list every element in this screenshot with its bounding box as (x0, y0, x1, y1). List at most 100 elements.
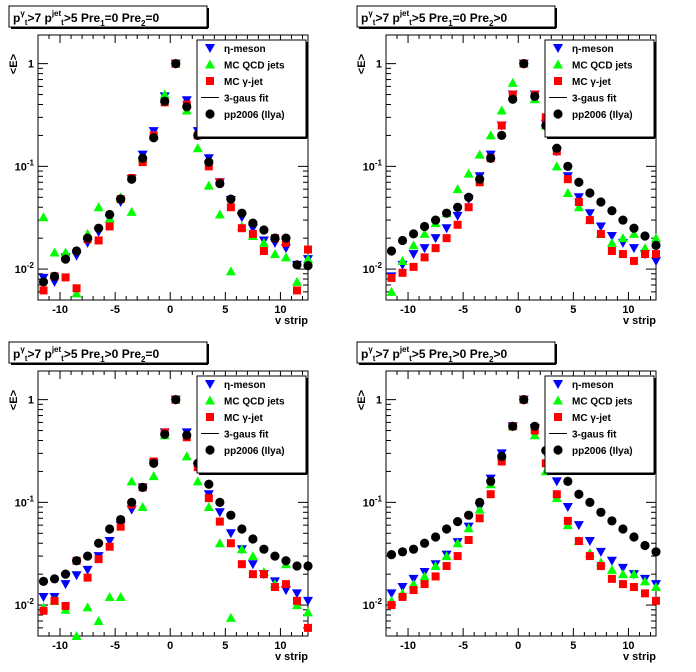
data-point (82, 565, 93, 575)
data-point (519, 395, 529, 405)
data-point (408, 579, 419, 589)
data-point (607, 574, 616, 583)
data-point (453, 516, 463, 527)
legend-marker (206, 77, 214, 85)
series-circle (386, 395, 661, 560)
data-point (628, 244, 639, 254)
title-part: =0 (146, 11, 160, 25)
data-point (182, 102, 192, 112)
legend-marker (553, 395, 563, 405)
data-point (105, 209, 115, 220)
title-text: pγt>7 pjett>5 Pre1>0 Pre2=0 (13, 345, 160, 364)
data-point (420, 253, 429, 262)
data-point (60, 247, 71, 257)
data-point (105, 542, 114, 551)
title-part: >7 p (375, 11, 399, 25)
data-point (49, 247, 60, 257)
data-point (171, 395, 181, 405)
y-tick-base: 10 (363, 497, 375, 509)
data-point (280, 252, 291, 262)
data-point (563, 476, 573, 486)
data-point (50, 596, 59, 605)
title-part: >0 (494, 11, 508, 25)
data-point (38, 277, 49, 287)
title-part: p (13, 11, 20, 25)
title-superscript: jet (399, 9, 410, 18)
data-point (397, 255, 408, 265)
title-part: =0 (146, 347, 160, 361)
data-point (127, 497, 137, 507)
data-point (192, 476, 203, 486)
data-point (226, 539, 235, 548)
legend: η-meson MC QCD jets MC γ-jet 3-gaus fit pp20… (196, 375, 308, 475)
data-point (419, 228, 430, 238)
data-point (60, 569, 71, 579)
data-point (606, 231, 617, 241)
data-point (496, 105, 507, 115)
y-tick-label: 10-1 (363, 158, 383, 173)
data-point (552, 490, 561, 499)
data-point (639, 243, 650, 253)
data-point (606, 556, 617, 566)
data-point (408, 544, 419, 554)
data-point (629, 582, 638, 591)
data-point (585, 552, 594, 561)
data-point (203, 502, 214, 512)
legend-entry: 3-gaus fit (572, 430, 617, 441)
data-point (617, 563, 628, 573)
data-point (215, 178, 225, 189)
data-point (595, 222, 606, 232)
legend-marker (205, 44, 215, 53)
data-point (639, 576, 650, 586)
data-point (606, 237, 617, 247)
data-point (304, 623, 312, 632)
y-tick-exponent: -1 (27, 158, 35, 167)
x-tick-label: 5 (222, 640, 228, 652)
title-part: >5 Pre (412, 11, 449, 25)
legend-marker (554, 413, 562, 421)
x-axis-label: v strip (275, 651, 308, 663)
y-tick-exponent: -1 (375, 494, 383, 503)
data-point (652, 250, 660, 259)
data-point (247, 560, 258, 570)
data-point (497, 130, 507, 141)
data-point (453, 202, 463, 212)
data-point (270, 582, 279, 591)
data-point (292, 596, 301, 605)
data-point (584, 537, 595, 547)
data-point (507, 77, 518, 87)
data-point (430, 561, 441, 571)
data-point (486, 490, 495, 499)
data-point (452, 184, 463, 194)
data-point (83, 573, 92, 582)
data-point (225, 529, 236, 539)
y-tick-label: 10-2 (363, 597, 383, 612)
data-point (259, 544, 269, 554)
panel-title: pγt>7 pjett>5 Pre1=0 Pre2=0 (8, 5, 209, 29)
data-point (138, 153, 148, 163)
data-point (640, 589, 649, 598)
data-point (39, 286, 48, 295)
title-subscript: 1 (448, 19, 453, 28)
data-point (226, 510, 236, 520)
data-point (464, 192, 474, 202)
data-point (137, 502, 148, 512)
data-point (629, 532, 639, 542)
data-point (82, 233, 93, 243)
data-point (640, 540, 650, 551)
y-tick-label: 1 (28, 395, 34, 407)
data-point (281, 238, 290, 247)
y-tick-base: 10 (363, 264, 375, 276)
chart-panel-4: pγt>7 pjett>5 Pre1>0 Pre2>0<E>v strip-10… (356, 341, 661, 663)
data-point (116, 522, 125, 531)
data-point (303, 254, 313, 264)
data-point (60, 580, 71, 590)
data-point (408, 240, 419, 250)
data-point (452, 538, 463, 548)
legend-entry: 3-gaus fit (224, 94, 269, 105)
data-point (574, 197, 583, 206)
data-point (617, 233, 628, 243)
y-axis-label: <E> (8, 390, 20, 410)
y-tick-base: 10 (15, 264, 27, 276)
data-point (530, 91, 540, 101)
